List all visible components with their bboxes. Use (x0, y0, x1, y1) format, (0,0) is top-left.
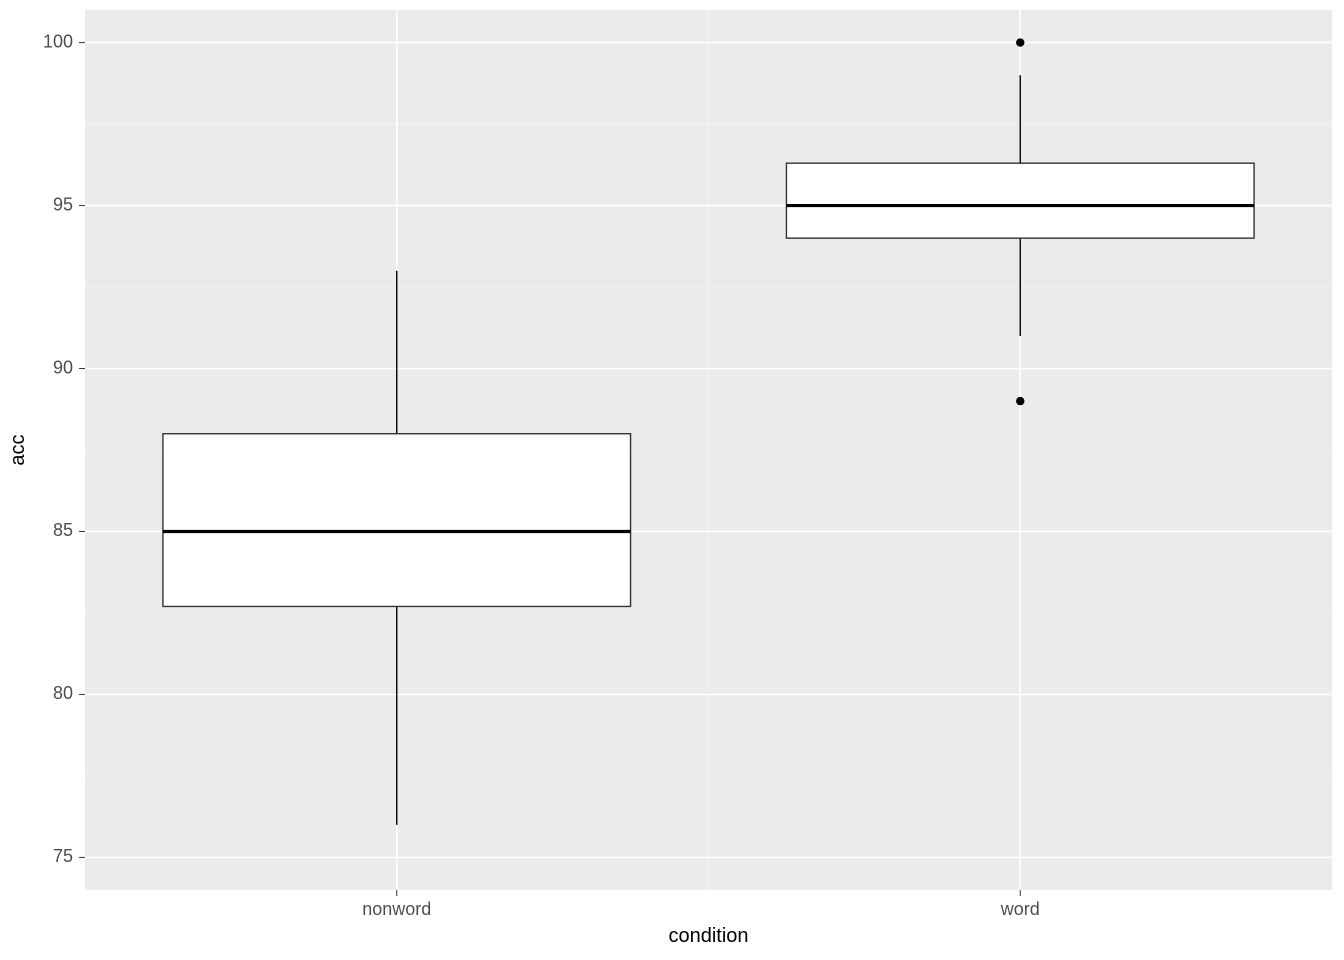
svg-text:85: 85 (53, 520, 73, 540)
svg-text:100: 100 (43, 31, 73, 51)
svg-text:80: 80 (53, 683, 73, 703)
svg-text:word: word (1000, 899, 1040, 919)
svg-text:acc: acc (7, 434, 29, 465)
svg-text:90: 90 (53, 357, 73, 377)
svg-text:condition: condition (668, 925, 748, 947)
svg-text:95: 95 (53, 194, 73, 214)
svg-text:75: 75 (53, 846, 73, 866)
svg-text:nonword: nonword (362, 899, 431, 919)
boxplot-chart: 75 80 85 90 95 100 nonword word condition acc (0, 0, 1344, 960)
chart-svg: 75 80 85 90 95 100 nonword word condition acc (0, 0, 1344, 960)
